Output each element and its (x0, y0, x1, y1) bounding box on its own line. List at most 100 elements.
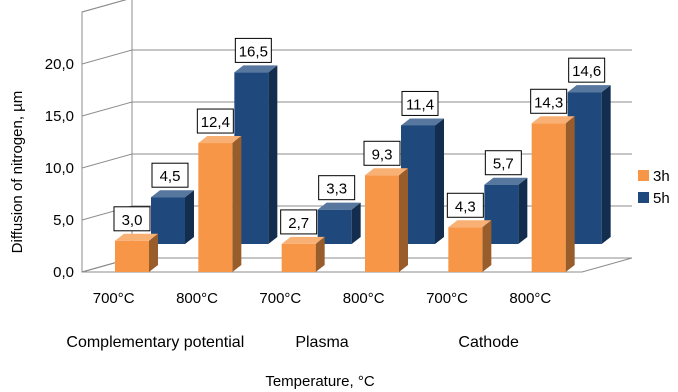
bar-top (365, 168, 408, 176)
data-label: 3,3 (318, 175, 356, 201)
data-label-text: 3,0 (122, 212, 143, 229)
x-group-label: Cathode (458, 334, 519, 351)
gridline (81, 101, 632, 117)
data-label-text: 3,3 (326, 181, 347, 198)
bar-top (531, 116, 575, 124)
data-label-text: 11,4 (406, 96, 434, 113)
data-label-box (484, 150, 522, 176)
data-label: 11,4 (401, 90, 439, 116)
bar-top (115, 233, 158, 241)
data-label: 4,3 (446, 192, 484, 218)
data-label: 14,6 (568, 57, 606, 83)
x-tick-label: 800°C (509, 290, 551, 307)
y-axis-ticks: 0,0 5,0 10,0 15,0 20,0 (45, 56, 74, 281)
data-label-text: 5,7 (493, 156, 514, 173)
data-label-box (446, 192, 484, 218)
x-tick-label: 700°C (93, 290, 135, 307)
legend-label: 5h (653, 190, 670, 207)
data-label: 4,5 (151, 162, 189, 188)
bar-side (232, 136, 242, 272)
data-labels: 4,5 3,0 16,5 12,4 3,3 2,7 11,4 9,3 5,7 4,3 14,6 14,… (113, 37, 606, 235)
y-tick-label: 10,0 (45, 160, 74, 177)
data-label-box (318, 175, 356, 201)
legend-label: 3h (653, 168, 670, 185)
gridline (81, 153, 632, 169)
data-label-text: 2,7 (288, 215, 309, 232)
data-label-box (196, 108, 234, 134)
bar (198, 136, 242, 272)
bar-side (315, 236, 325, 272)
data-label: 14,3 (530, 88, 568, 114)
data-label-box (568, 57, 606, 83)
bar-top (401, 118, 444, 126)
bar-top (484, 177, 528, 185)
bar (531, 116, 575, 272)
bar-top (567, 85, 611, 93)
bar-top (151, 190, 194, 198)
bar-side (565, 116, 575, 272)
bar-top (448, 220, 492, 228)
data-label: 5,7 (484, 150, 522, 176)
legend-swatch (638, 170, 649, 181)
gridline (81, 49, 632, 65)
legend-swatch (638, 192, 649, 203)
bars (115, 65, 611, 272)
y-axis-label: Diffusion of nitrogen, µm (9, 91, 26, 254)
data-label-box (113, 206, 151, 232)
x-group-label: Plasma (295, 334, 348, 351)
bar-top (281, 236, 325, 244)
bar-side (518, 177, 528, 244)
y-tick-label: 20,0 (45, 56, 74, 73)
data-label: 2,7 (280, 209, 318, 235)
x-tick-label: 700°C (426, 290, 468, 307)
bar-front (281, 243, 316, 272)
x-axis-ticks: 700°C 800°C 700°C 800°C 700°C 800°C (93, 290, 552, 307)
x-group-label: Complementary potential (66, 334, 244, 351)
bar-front (115, 240, 149, 272)
data-label: 3,0 (113, 206, 151, 232)
data-label: 16,5 (234, 37, 272, 63)
data-label-box (363, 140, 401, 166)
data-label: 12,4 (196, 108, 234, 134)
bar-side (601, 85, 611, 244)
data-label-text: 9,3 (372, 146, 393, 163)
y-tick-label: 15,0 (45, 108, 74, 125)
data-label-text: 14,3 (534, 94, 563, 111)
bar-front (531, 123, 566, 272)
gridline (81, 0, 127, 13)
data-label-text: 4,3 (455, 198, 476, 215)
bar-side (435, 118, 444, 244)
bar-side (268, 65, 278, 245)
y-tick-label: 5,0 (53, 212, 74, 229)
x-tick-label: 800°C (176, 290, 218, 307)
data-label-box (234, 37, 272, 63)
data-label-box (401, 90, 439, 116)
bar (365, 168, 408, 272)
bar (281, 236, 325, 272)
bar (115, 233, 158, 272)
bar-top (234, 65, 278, 73)
data-label-box (280, 209, 318, 235)
data-label-box (530, 88, 568, 114)
bar (448, 220, 492, 272)
data-label-text: 16,5 (239, 43, 268, 60)
data-label: 9,3 (363, 140, 401, 166)
x-axis-groups: Complementary potential Plasma Cathode (66, 334, 519, 351)
bar-side (482, 220, 492, 272)
bar-side (185, 190, 194, 244)
data-label-text: 12,4 (201, 114, 230, 131)
x-tick-label: 700°C (259, 290, 301, 307)
x-axis-label: Temperature, °C (265, 373, 375, 390)
data-label-box (151, 162, 189, 188)
bar-front (198, 143, 233, 272)
x-tick-label: 800°C (343, 290, 385, 307)
data-label-text: 4,5 (160, 168, 181, 185)
bar-side (399, 168, 408, 272)
bar-top (198, 136, 242, 144)
y-tick-label: 0,0 (53, 264, 74, 281)
bar-top (317, 202, 361, 210)
data-label-text: 14,6 (572, 63, 601, 80)
bar-side (149, 233, 158, 272)
